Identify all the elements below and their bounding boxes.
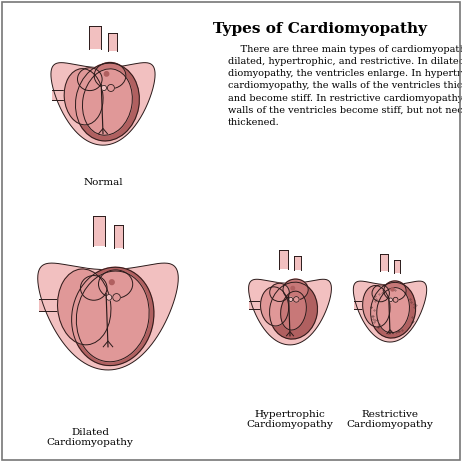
Circle shape — [106, 295, 112, 300]
Ellipse shape — [283, 279, 308, 300]
Circle shape — [291, 286, 295, 290]
Ellipse shape — [94, 62, 126, 89]
Circle shape — [289, 298, 293, 302]
Polygon shape — [249, 301, 269, 309]
Ellipse shape — [384, 281, 406, 300]
Polygon shape — [380, 254, 388, 271]
Polygon shape — [249, 279, 331, 345]
Text: There are three main types of cardiomyopathy—
dilated, hypertrophic, and restric: There are three main types of cardiomyop… — [228, 45, 462, 127]
Circle shape — [293, 297, 299, 302]
Polygon shape — [114, 225, 123, 248]
Ellipse shape — [372, 285, 389, 302]
Ellipse shape — [261, 287, 289, 326]
Ellipse shape — [270, 283, 289, 302]
Ellipse shape — [377, 288, 409, 333]
Ellipse shape — [269, 282, 317, 339]
Ellipse shape — [78, 68, 102, 91]
Text: Types of Cardiomyopathy: Types of Cardiomyopathy — [213, 22, 427, 36]
Ellipse shape — [72, 267, 154, 365]
Polygon shape — [89, 26, 101, 49]
Polygon shape — [394, 260, 400, 273]
Ellipse shape — [280, 291, 306, 330]
Text: Hypertrophic
Cardiomyopathy: Hypertrophic Cardiomyopathy — [247, 410, 334, 429]
Ellipse shape — [58, 269, 111, 345]
Ellipse shape — [371, 282, 416, 338]
Ellipse shape — [80, 275, 107, 300]
Circle shape — [107, 85, 115, 91]
Ellipse shape — [75, 63, 140, 141]
Ellipse shape — [64, 69, 103, 125]
Circle shape — [101, 85, 107, 91]
Polygon shape — [353, 281, 427, 342]
Circle shape — [391, 288, 394, 291]
Text: Restrictive
Cardiomyopathy: Restrictive Cardiomyopathy — [346, 410, 433, 429]
Polygon shape — [51, 63, 155, 145]
Polygon shape — [52, 90, 77, 100]
Ellipse shape — [82, 69, 132, 135]
Circle shape — [393, 298, 398, 302]
Polygon shape — [108, 33, 117, 51]
Text: Normal: Normal — [83, 178, 123, 187]
Polygon shape — [354, 301, 371, 309]
Circle shape — [389, 298, 393, 302]
Polygon shape — [294, 256, 301, 270]
Polygon shape — [93, 216, 105, 246]
Polygon shape — [38, 263, 178, 370]
Circle shape — [113, 293, 120, 301]
Circle shape — [109, 280, 114, 285]
Ellipse shape — [76, 271, 149, 362]
Ellipse shape — [363, 286, 390, 327]
Circle shape — [104, 72, 109, 76]
Text: Dilated
Cardiomyopathy: Dilated Cardiomyopathy — [47, 428, 134, 447]
Polygon shape — [279, 250, 288, 268]
Polygon shape — [39, 299, 73, 311]
Ellipse shape — [98, 270, 133, 298]
